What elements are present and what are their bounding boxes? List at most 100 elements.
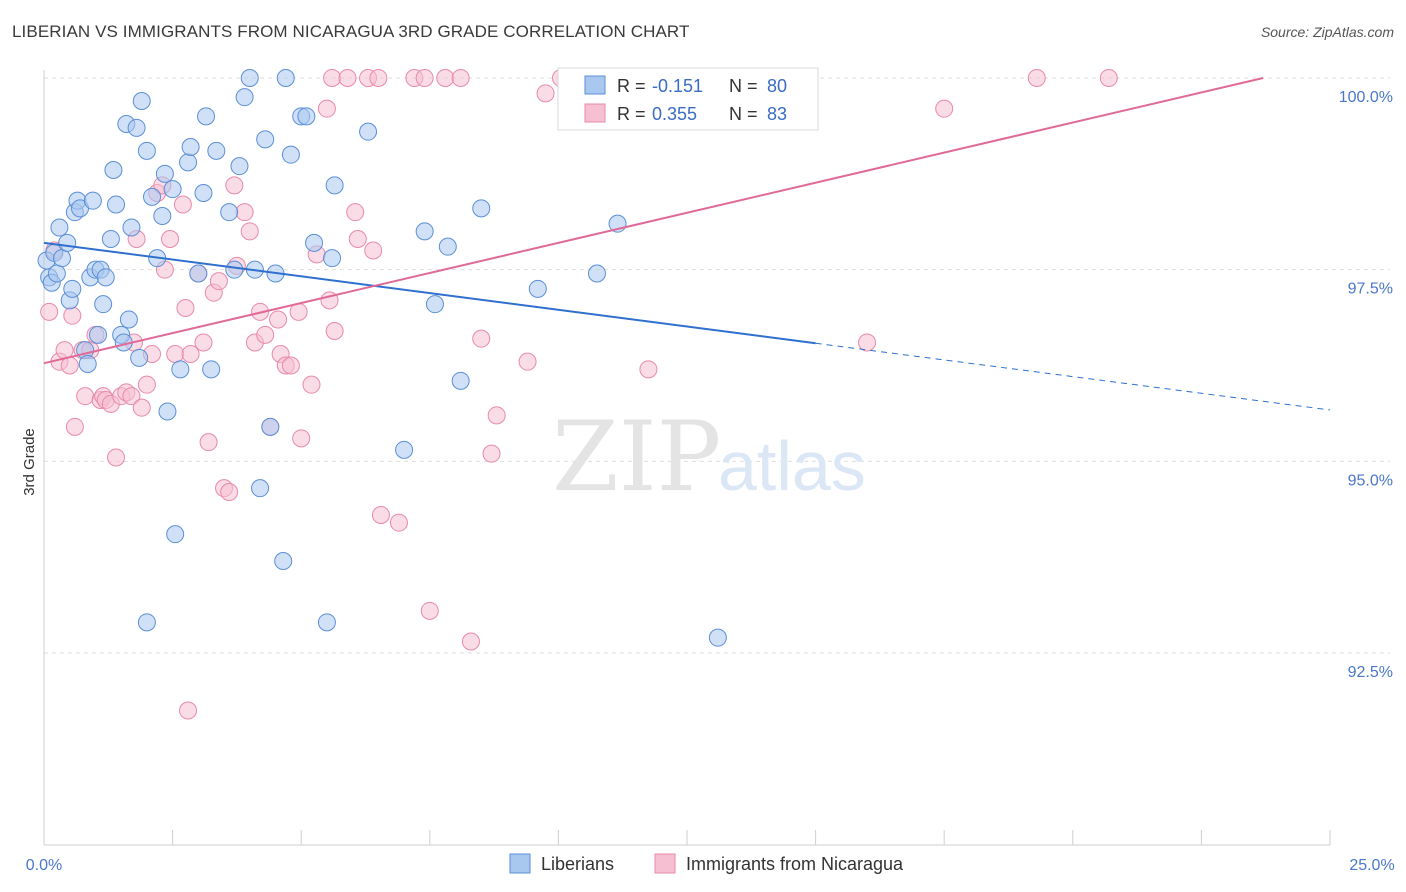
liberian-point [107,195,126,214]
bottom-legend-swatch-nicaragua [654,853,676,874]
liberian-point [395,440,414,459]
liberian-point [50,218,69,237]
liberian-points [37,69,727,647]
liberian-point [281,145,300,164]
watermark-zip: ZIP [552,401,721,513]
x-tick-label-min: 0.0% [26,857,62,874]
liberian-point [317,613,336,632]
liberian-point [261,417,280,436]
liberian-point [240,69,259,87]
nicaragua-point [122,387,141,406]
liberian-point [94,295,113,314]
liberian-point [256,130,275,149]
liberian-point [130,348,149,367]
nicaragua-point [518,352,537,371]
liberian-point [137,141,156,160]
nicaragua-point [461,632,480,651]
nicaragua-point [302,375,321,394]
nicaragua-point [199,433,218,452]
y-tick-label: 100.0% [1339,89,1393,106]
x-tick-label-max: 25.0% [1349,857,1394,874]
liberian-point [708,628,727,647]
nicaragua-point [1099,69,1118,87]
nicaragua-point [858,333,877,352]
legend-r-label-1: R = [617,76,646,96]
source-label: Source: ZipAtlas.com [1260,24,1394,40]
nicaragua-point [451,69,470,87]
nicaragua-point [220,483,239,501]
bottom-legend-label-nicaragua: Immigrants from Nicaragua [686,854,904,874]
nicaragua-point [132,398,151,417]
liberian-point [158,402,177,421]
liberian-point [235,88,254,107]
liberian-point [63,279,82,298]
liberian-point [276,69,295,87]
nicaragua-point [420,601,439,620]
legend-n-value-2: 83 [767,104,787,124]
liberian-point [323,249,342,268]
legend-r-label-2: R = [617,104,646,124]
liberian-trend-extension [815,342,1331,411]
liberian-point [166,525,185,544]
y-tick-labels: 92.5% 95.0% 97.5% 100.0% [1339,89,1393,681]
liberian-point [251,479,270,498]
nicaragua-point [209,272,228,291]
nicaragua-point [256,325,275,344]
nicaragua-point [292,429,311,448]
liberian-point [220,203,239,222]
liberian-point [132,92,151,110]
nicaragua-point [346,203,365,222]
liberian-point [451,371,470,390]
nicaragua-point [369,69,388,87]
liberian-point [127,118,146,137]
nicaragua-point [415,69,434,87]
nicaragua-point [65,417,84,436]
nicaragua-point [935,99,954,118]
liberian-point [137,613,156,632]
nicaragua-point [179,701,198,720]
liberian-point [528,279,547,298]
liberian-point [359,122,378,141]
nicaragua-point [348,230,367,248]
legend-swatch-liberians [584,75,606,95]
nicaragua-point [161,230,180,248]
x-axis-ticks [43,830,1331,845]
nicaragua-point [240,222,259,241]
liberian-point [189,264,208,283]
liberian-point [230,157,249,176]
bottom-legend-swatch-liberians [509,853,531,874]
liberian-trend-line [43,241,816,345]
nicaragua-point [325,322,344,340]
y-axis-label: 3rd Grade [21,428,38,496]
liberian-point [58,233,77,252]
nicaragua-point [338,69,357,87]
watermark-atlas: atlas [718,427,866,505]
liberian-point [194,184,213,202]
liberian-point [53,249,72,268]
liberian-point [438,237,457,256]
liberian-point [171,360,190,379]
nicaragua-point [173,195,192,214]
liberian-point [472,199,491,218]
liberian-point [96,268,115,287]
nicaragua-point [487,406,506,425]
liberian-point [325,176,344,195]
y-tick-label: 95.0% [1348,472,1393,489]
y-tick-label: 92.5% [1348,664,1393,681]
nicaragua-point [639,360,658,379]
legend-r-value-2: 0.355 [652,104,697,124]
liberian-point [104,161,123,179]
liberian-point [305,233,324,252]
liberian-point [297,107,316,126]
liberian-point [225,260,244,279]
liberian-point [181,138,200,156]
legend-r-value-1: -0.151 [652,76,703,96]
nicaragua-trend-line [43,77,1264,365]
nicaragua-point [371,506,390,524]
nicaragua-point [235,203,254,222]
liberian-point [415,222,434,241]
nicaragua-point [1027,69,1046,87]
watermark: ZIP atlas [552,401,866,513]
y-tick-label: 97.5% [1348,281,1393,298]
